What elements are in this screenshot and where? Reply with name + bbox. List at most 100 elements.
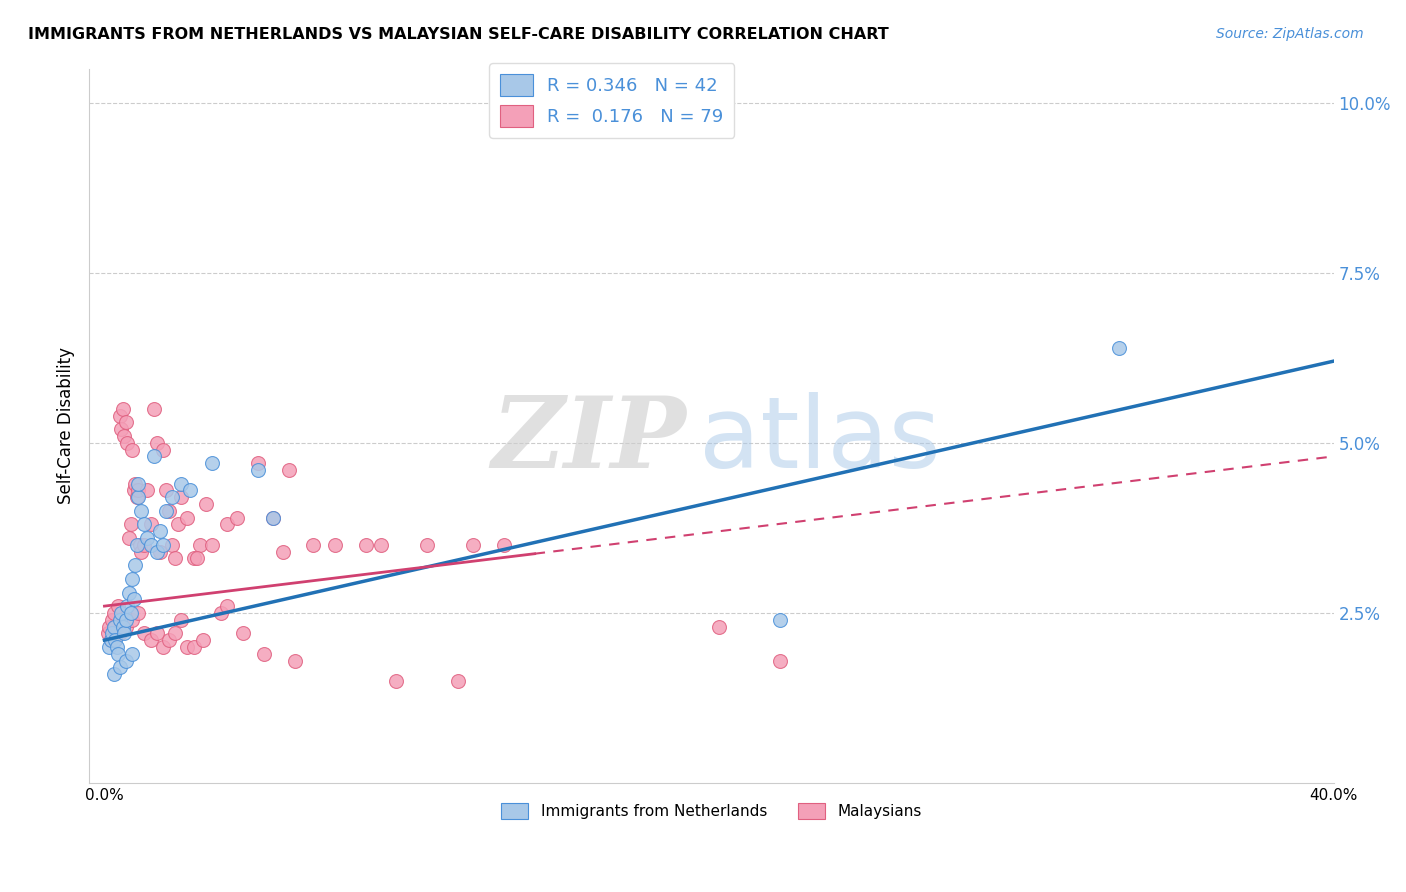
Point [277,463,299,477]
Point [100,633,122,648]
Point [179,483,201,498]
Text: ZIP: ZIP [492,392,686,488]
Point [98,619,121,633]
Point [117,599,139,613]
Point [492,538,515,552]
Point [385,673,408,688]
Point [201,538,224,552]
Point [118,531,141,545]
Point [139,633,162,648]
Point [127,490,149,504]
Point [108,660,131,674]
Point [121,647,143,661]
Point [139,538,162,552]
Point [128,538,150,552]
Point [103,619,125,633]
Point [120,517,142,532]
Point [121,613,143,627]
Point [152,538,174,552]
Text: IMMIGRANTS FROM NETHERLANDS VS MALAYSIAN SELF-CARE DISABILITY CORRELATION CHART: IMMIGRANTS FROM NETHERLANDS VS MALAYSIAN… [28,27,889,42]
Point [98,640,121,654]
Point [139,517,162,532]
Text: atlas: atlas [699,392,941,489]
Point [104,619,127,633]
Point [108,613,131,627]
Point [120,606,142,620]
Point [186,551,208,566]
Point [160,538,183,552]
Point [209,606,232,620]
Point [131,544,153,558]
Point [370,538,392,552]
Point [108,626,131,640]
Point [125,490,148,504]
Point [157,633,180,648]
Point [217,599,239,613]
Point [769,613,792,627]
Point [96,626,118,640]
Point [183,551,205,566]
Y-axis label: Self-Care Disability: Self-Care Disability [58,347,75,504]
Point [149,544,172,558]
Point [225,510,247,524]
Point [271,544,294,558]
Point [110,606,132,620]
Point [247,456,270,470]
Point [145,544,167,558]
Point [108,409,131,423]
Point [707,619,730,633]
Point [176,640,198,654]
Point [103,667,125,681]
Point [121,572,143,586]
Point [103,606,125,620]
Point [232,626,254,640]
Legend: Immigrants from Netherlands, Malaysians: Immigrants from Netherlands, Malaysians [495,797,928,825]
Point [247,463,270,477]
Point [217,517,239,532]
Point [145,435,167,450]
Point [194,497,217,511]
Point [127,476,149,491]
Point [101,613,124,627]
Point [127,606,149,620]
Point [152,442,174,457]
Point [111,401,134,416]
Point [170,613,193,627]
Point [416,538,439,552]
Point [124,558,146,573]
Point [122,483,145,498]
Point [1108,341,1130,355]
Point [176,510,198,524]
Point [142,401,165,416]
Point [101,626,124,640]
Point [160,490,183,504]
Point [155,483,177,498]
Point [463,538,485,552]
Point [125,538,148,552]
Point [165,551,187,566]
Point [157,504,180,518]
Point [167,517,190,532]
Point [117,435,139,450]
Point [107,599,129,613]
Point [183,640,205,654]
Point [149,524,172,539]
Point [354,538,377,552]
Point [105,626,128,640]
Text: Source: ZipAtlas.com: Source: ZipAtlas.com [1216,27,1364,41]
Point [152,640,174,654]
Point [201,456,224,470]
Point [323,538,346,552]
Point [136,531,159,545]
Point [134,538,156,552]
Point [165,626,187,640]
Point [110,422,132,436]
Point [262,510,284,524]
Point [145,626,167,640]
Point [124,476,146,491]
Point [447,673,470,688]
Point [262,510,284,524]
Point [115,619,138,633]
Point [253,647,276,661]
Point [104,633,127,648]
